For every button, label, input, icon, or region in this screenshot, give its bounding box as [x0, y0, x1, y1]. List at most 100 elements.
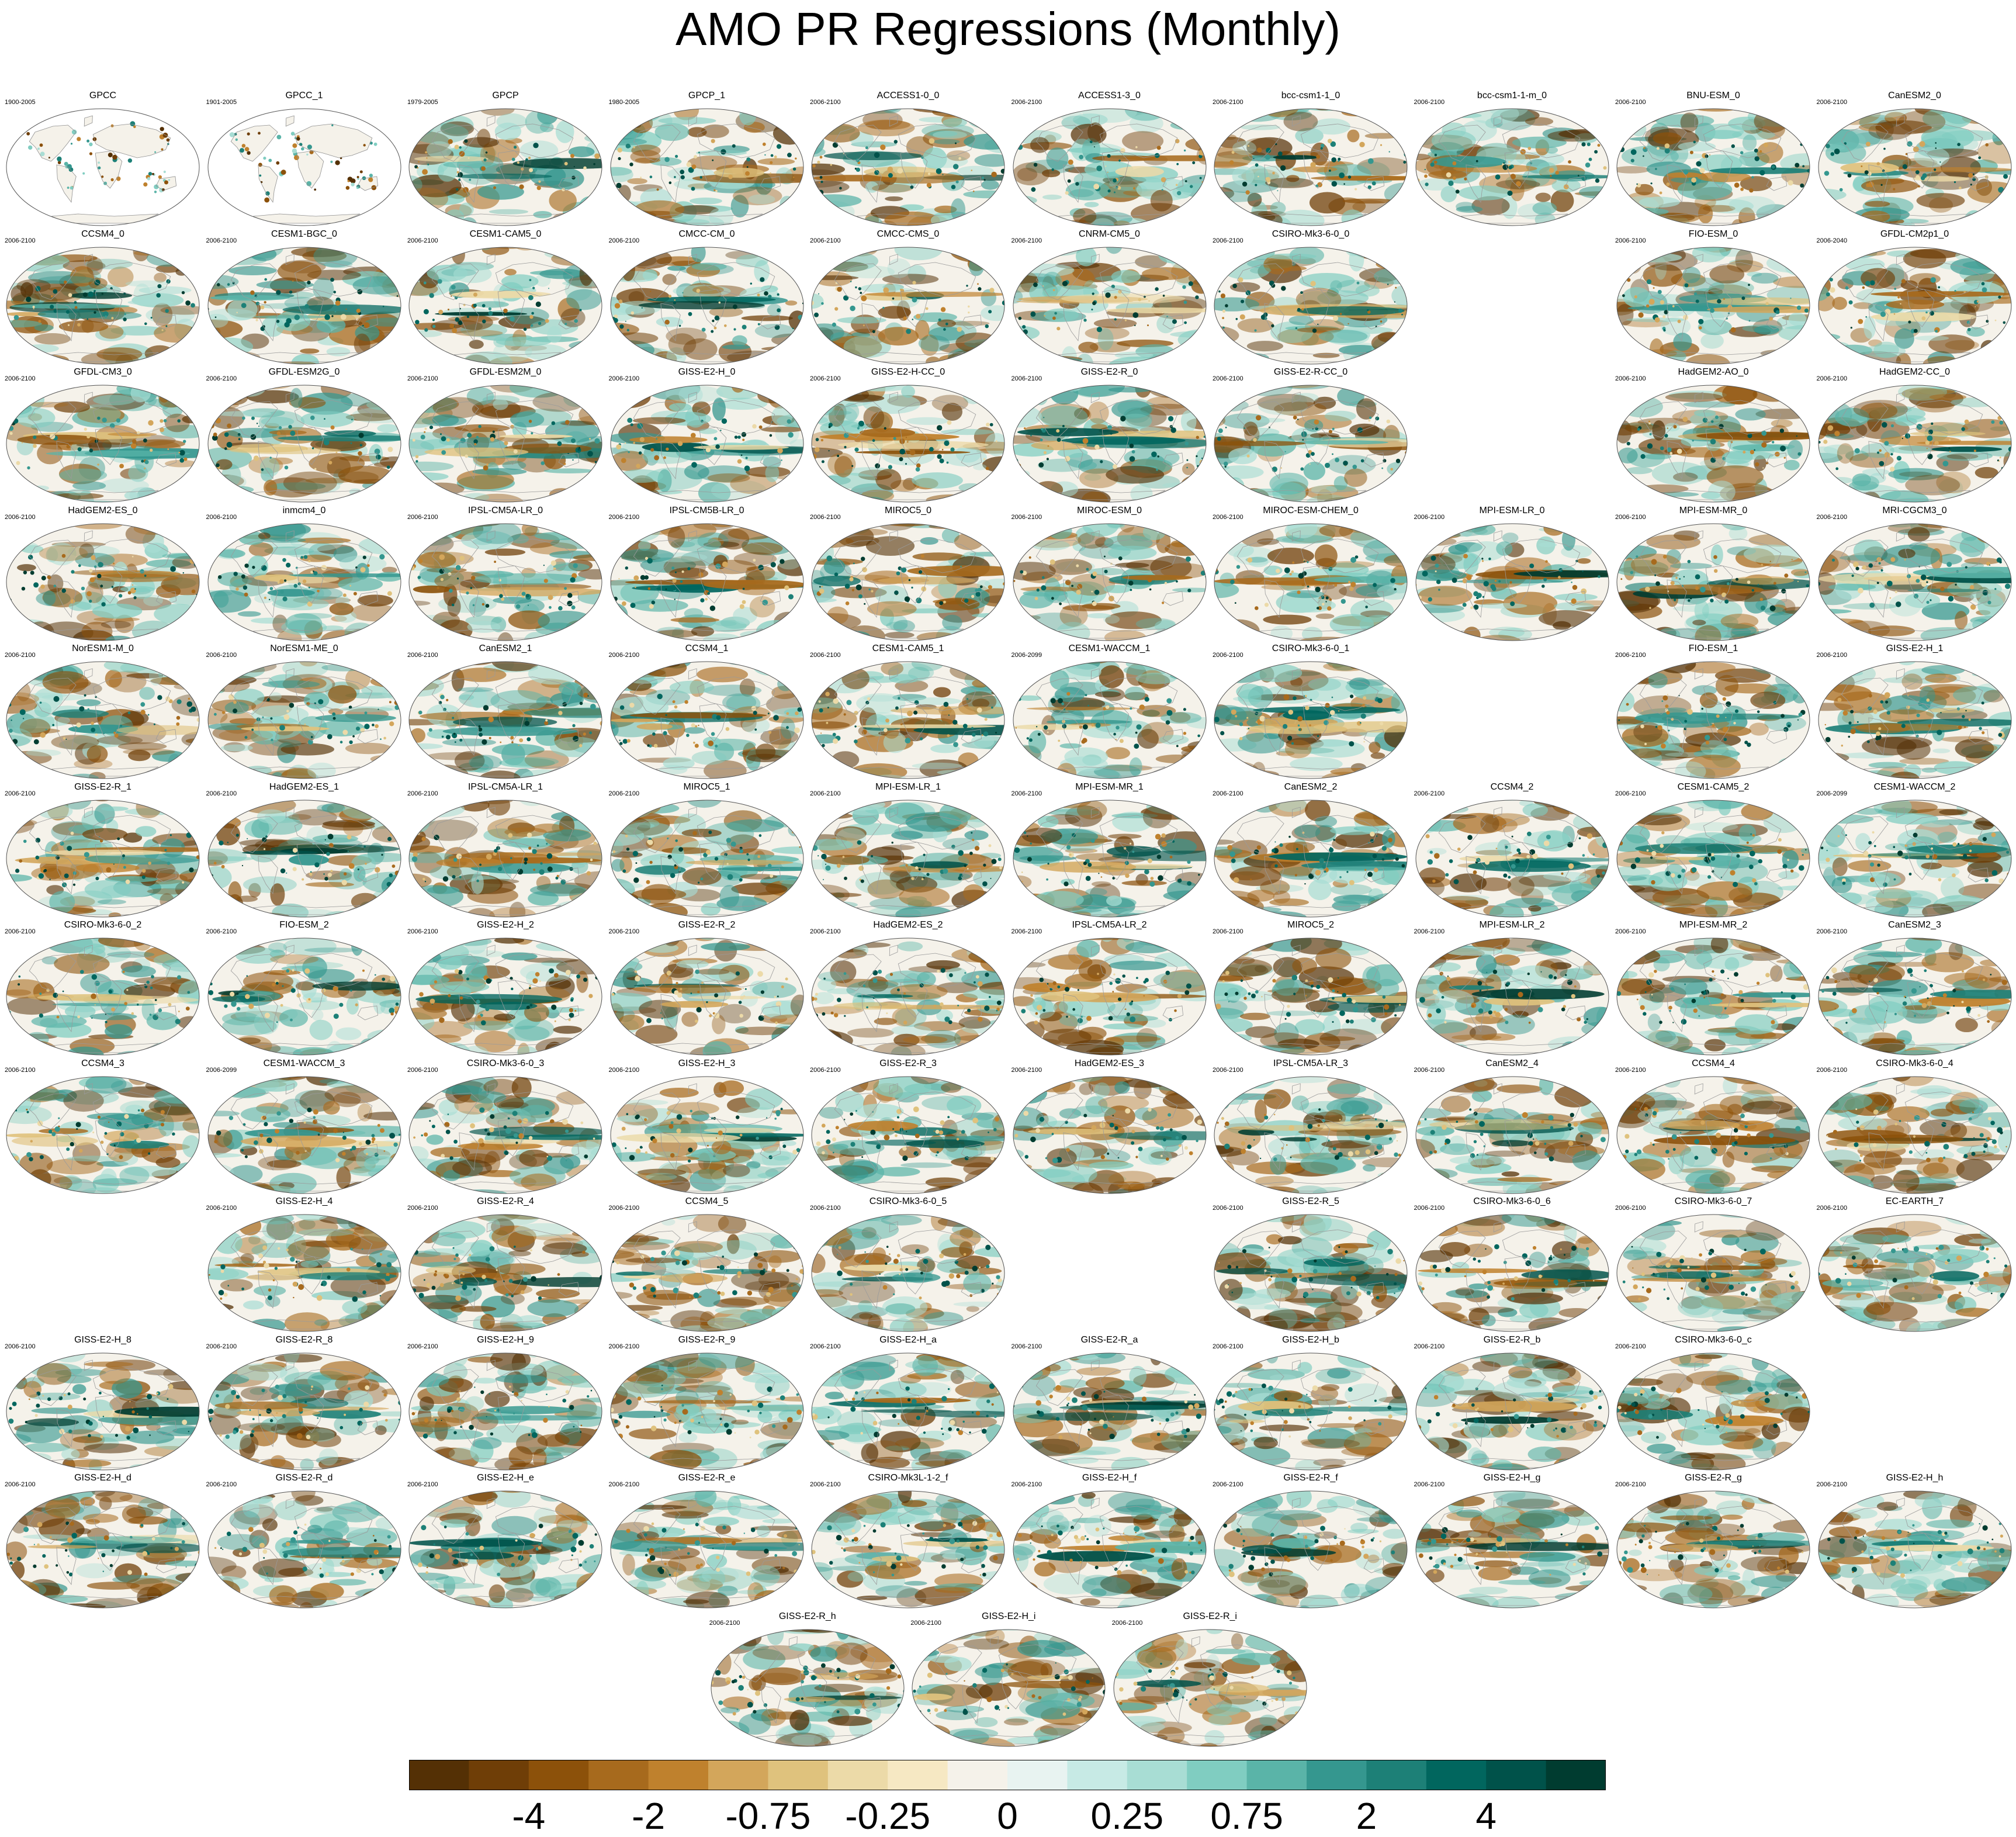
panel-title: bcc-csm1-1-m_0: [1477, 91, 1547, 101]
map-border: [1214, 1352, 1408, 1470]
map-border: [1214, 661, 1408, 779]
map-border: [1214, 937, 1408, 1056]
colorbar-segment: [1546, 1760, 1606, 1790]
panel-title: MIROC-ESM-CHEM_0: [1263, 505, 1359, 516]
world-map: [1214, 1352, 1408, 1470]
map-border: [811, 1076, 1005, 1193]
world-map: [1214, 937, 1408, 1056]
colorbar-segment: [1426, 1760, 1487, 1790]
map-panel: GISS-E2-H_g 2006-2100: [1413, 1473, 1612, 1613]
world-map: [811, 523, 1005, 641]
colorbar-tick-label: 0.75: [1210, 1795, 1283, 1837]
world-map: [610, 937, 803, 1056]
map-panel: HadGEM2-ES_0 2006-2100: [4, 506, 202, 646]
panel-title: CESM1-BGC_0: [271, 229, 337, 239]
map-field: [1415, 1076, 1609, 1193]
map-field: [409, 247, 602, 364]
panel-title: GISS-E2-H_h: [1886, 1473, 1944, 1483]
panel-title: GPCC: [89, 91, 117, 101]
world-map: [1616, 937, 1810, 1056]
world-map: [1415, 800, 1609, 917]
map-panel: CESM1-WACCM_3 2006-2099: [205, 1058, 404, 1199]
map-panel: GFDL-ESM2G_0 2006-2100: [205, 367, 404, 507]
map-panel: CSIRO-Mk3-6-0_7 2006-2100: [1614, 1196, 1813, 1337]
map-field: [610, 800, 803, 917]
map-field: [1617, 800, 1810, 917]
world-map: [1818, 937, 2011, 1056]
map-panel: MIROC5_1 2006-2100: [608, 782, 806, 922]
map-border: [408, 1214, 602, 1332]
colorbar-segment: [648, 1760, 709, 1790]
map-border: [1616, 523, 1810, 641]
map-border: [207, 247, 401, 364]
world-map: [912, 1629, 1106, 1746]
world-map: [811, 800, 1005, 917]
world-map: [1415, 1352, 1609, 1470]
map-border: [1013, 661, 1206, 779]
world-map: [610, 661, 803, 779]
colorbar-segment: [1067, 1760, 1128, 1790]
map-panel: CESM1-WACCM_2 2006-2099: [1816, 782, 2014, 922]
panel-period: 2006-2100: [910, 1619, 941, 1627]
panel-title: CMCC-CM_0: [678, 229, 735, 239]
panel-title: CSIRO-Mk3-6-0_0: [1272, 229, 1350, 239]
panel-title: GISS-E2-H_8: [74, 1334, 131, 1345]
map-border: [1616, 1214, 1810, 1332]
world-map: [610, 385, 803, 503]
panel-title: GISS-E2-H_4: [275, 1196, 333, 1206]
map-field: [207, 109, 401, 226]
map-border: [811, 385, 1005, 503]
panel-period: 2006-2100: [1414, 1481, 1445, 1488]
map-panel: MIROC5_0 2006-2100: [809, 506, 1007, 646]
colorbar-tick-label: 2: [1356, 1795, 1377, 1837]
map-border: [6, 247, 200, 364]
map-panel: GISS-E2-H_e 2006-2100: [406, 1473, 605, 1613]
world-map: [6, 1352, 200, 1470]
map-border: [610, 523, 803, 641]
panel-period: 2006-2100: [1615, 790, 1646, 797]
panel-title: GISS-E2-R_d: [275, 1473, 333, 1483]
panel-title: MPI-ESM-MR_0: [1679, 505, 1748, 516]
world-map: [1013, 247, 1206, 364]
world-map: [6, 661, 200, 779]
world-map: [1214, 108, 1408, 226]
panel-period: 2006-2100: [5, 1343, 36, 1350]
map-panel: CCSM4_1 2006-2100: [608, 644, 806, 784]
map-panel: NorESM1-M_0 2006-2100: [4, 644, 202, 784]
map-border: [408, 661, 602, 779]
panel-period: 2006-2100: [810, 790, 841, 797]
panel-period: 2006-2100: [5, 652, 36, 659]
world-map: [811, 1214, 1005, 1332]
panel-title: CESM1-CAM5_0: [469, 229, 542, 239]
colorbar-segment: [1007, 1760, 1068, 1790]
map-border: [1616, 247, 1810, 364]
panel-period: 2006-2100: [1111, 1619, 1143, 1627]
map-field: [1013, 800, 1206, 917]
world-map: [408, 247, 602, 364]
panel-period: 2006-2100: [1414, 513, 1445, 521]
map-panel: GISS-E2-R_f 2006-2100: [1211, 1473, 1410, 1613]
panel-period: 2006-2100: [810, 237, 841, 244]
map-field: [1013, 247, 1206, 364]
map-border: [610, 661, 803, 779]
world-map: [1214, 1490, 1408, 1608]
map-border: [1818, 385, 2011, 503]
map-border: [207, 385, 401, 503]
map-panel: EC-EARTH_7 2006-2100: [1816, 1196, 2014, 1337]
map-field: [6, 247, 199, 364]
map-field: [1214, 800, 1407, 917]
map-border: [610, 385, 803, 503]
map-panel: MRI-CGCM3_0 2006-2100: [1816, 506, 2014, 646]
panel-title: GISS-E2-R_0: [1080, 367, 1138, 377]
colorbar-segment: [528, 1760, 589, 1790]
world-map: [1013, 800, 1206, 917]
panel-title: GFDL-CM2p1_0: [1880, 229, 1949, 239]
panel-period: 2006-2100: [608, 652, 640, 659]
panel-title: IPSL-CM5B-LR_0: [669, 505, 744, 516]
panel-title: CSIRO-Mk3-6-0_2: [64, 920, 142, 930]
map-panel: GISS-E2-H_f 2006-2100: [1010, 1473, 1209, 1613]
panel-title: GISS-E2-R_2: [678, 920, 736, 930]
map-panel: GISS-E2-R_h 2006-2100: [708, 1611, 907, 1752]
map-border: [1818, 1490, 2011, 1608]
world-map: [1415, 1076, 1609, 1193]
